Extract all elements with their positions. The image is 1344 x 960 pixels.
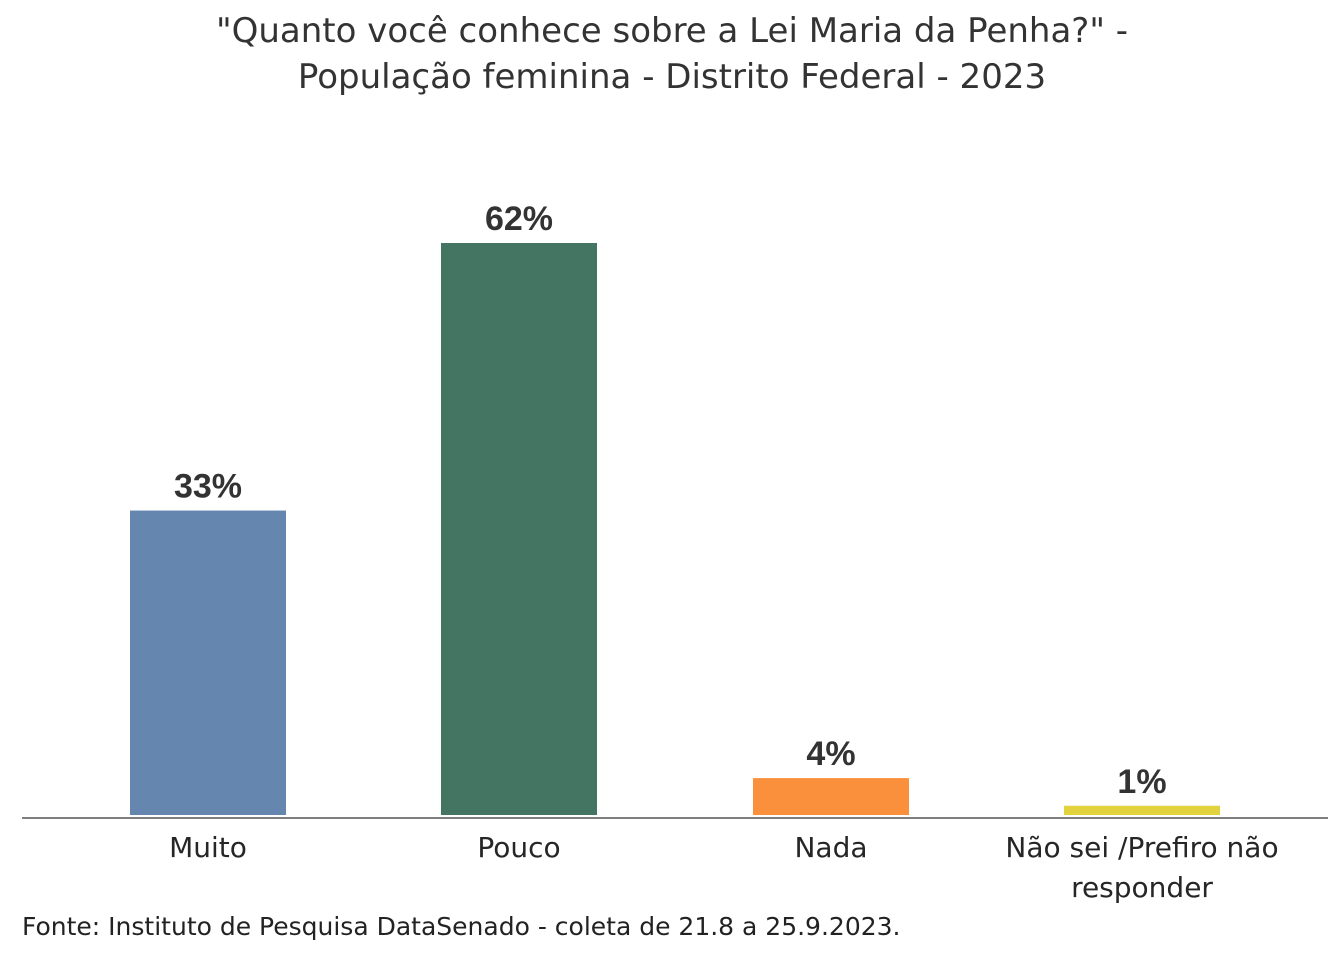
data-label-2: 4% <box>806 735 855 773</box>
x-tick-labels: Muito Pouco Nada Não sei /Prefiro não respon… <box>169 831 1278 904</box>
data-label-0: 33% <box>174 468 242 506</box>
bar-3 <box>1064 805 1220 815</box>
data-label-1: 62% <box>485 200 553 238</box>
x-tick-label-0-line-0: Muito <box>169 831 247 864</box>
x-tick-label-3-line-1: responder <box>1071 871 1213 904</box>
bars-layer <box>130 243 1220 815</box>
source-note: Fonte: Instituto de Pesquisa DataSenado … <box>22 912 901 941</box>
x-tick-label-3-line-0: Não sei /Prefiro não <box>1005 831 1278 864</box>
labels-layer: 33% 62% 4% 1% <box>174 200 1167 801</box>
bar-2 <box>753 778 909 815</box>
data-label-3: 1% <box>1117 763 1166 801</box>
bar-0 <box>130 510 286 815</box>
chart-title-line-2: População feminina - Distrito Federal - … <box>297 57 1047 97</box>
chart-title-line-1: "Quanto você conhece sobre a Lei Maria d… <box>215 11 1129 51</box>
x-tick-label-2-line-0: Nada <box>794 831 867 864</box>
x-tick-label-1-line-0: Pouco <box>477 831 560 864</box>
bar-1 <box>441 243 597 815</box>
chart-title: "Quanto você conhece sobre a Lei Maria d… <box>0 8 1344 100</box>
